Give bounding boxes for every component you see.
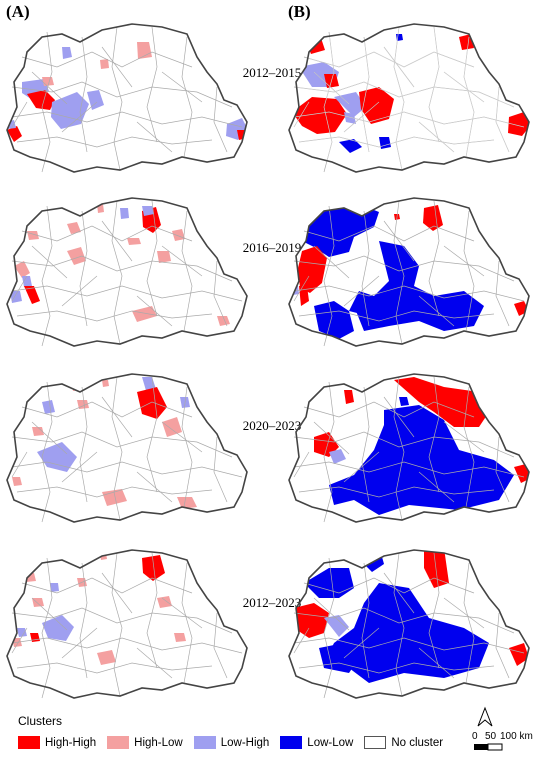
map-a-2020-2023 [6, 373, 248, 523]
swatch-high-high [18, 736, 40, 749]
legend: High-High High-Low Low-High Low-Low No c… [18, 736, 454, 749]
legend-item-high-high: High-High [18, 736, 96, 749]
legend-label-high-high: High-High [45, 736, 97, 749]
period-label-2016-2019: 2016–2019 [242, 240, 302, 255]
map-b-2012-2023 [288, 549, 530, 699]
period-label-2012-2015: 2012–2015 [242, 65, 302, 80]
swatch-low-high [193, 736, 216, 749]
swatch-low-low [280, 736, 303, 749]
swatch-high-low [107, 736, 130, 749]
map-b-2012-2015 [288, 23, 530, 173]
map-a-2012-2023 [6, 549, 248, 699]
period-label-2012-2023: 2012–2023 [242, 595, 302, 610]
panel-label-a: (A) [6, 2, 30, 21]
map-b-2020-2023 [288, 373, 530, 523]
panel-label-b: (B) [288, 2, 311, 21]
legend-label-low-low: Low-Low [307, 736, 354, 749]
legend-item-low-high: Low-High [193, 736, 270, 749]
legend-item-high-low: High-Low [107, 736, 183, 749]
map-a-2012-2015 [6, 23, 248, 173]
legend-title: Clusters [18, 714, 63, 728]
scale-bar: 0 50 100 km [472, 706, 533, 751]
legend-label-low-high: Low-High [220, 736, 270, 749]
legend-label-high-low: High-Low [134, 736, 183, 749]
legend-label-no-cluster: No cluster [391, 736, 444, 749]
legend-item-no-cluster: No cluster [364, 736, 443, 749]
period-label-2020-2023: 2020–2023 [242, 418, 302, 433]
legend-item-low-low: Low-Low [280, 736, 353, 749]
swatch-no-cluster [364, 736, 387, 749]
map-a-2016-2019 [6, 197, 248, 347]
map-b-2016-2019 [288, 197, 530, 347]
scale-tick-100: 100 km [500, 731, 533, 742]
scale-tick-50: 50 [485, 731, 497, 742]
scale-tick-0: 0 [472, 731, 478, 742]
north-arrow-icon [477, 706, 493, 727]
